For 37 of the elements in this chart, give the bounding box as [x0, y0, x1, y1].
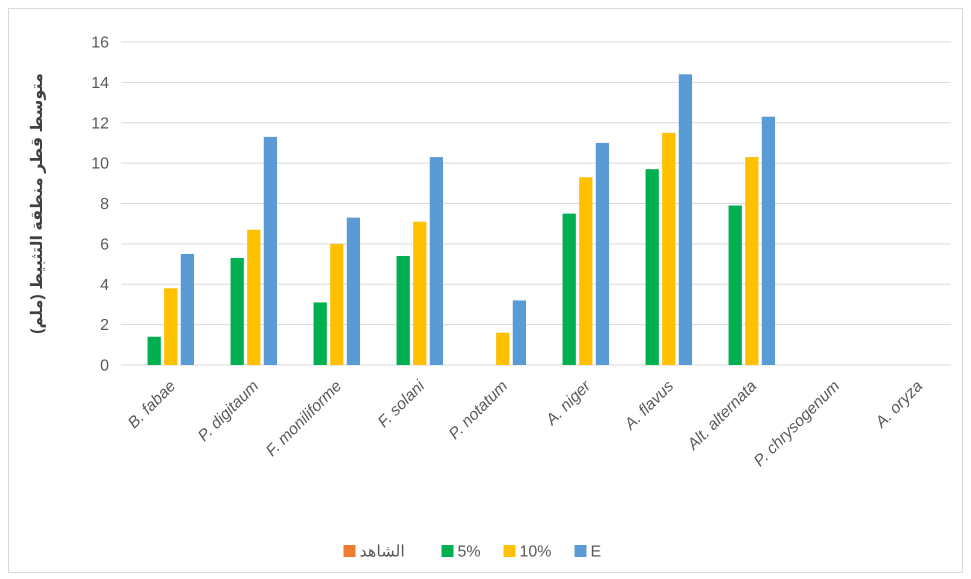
y-tick-label: 2 [100, 317, 110, 334]
bar [264, 136, 278, 365]
y-tick-label: 6 [100, 236, 110, 254]
bar [678, 74, 692, 365]
y-tick-label: 16 [91, 34, 110, 52]
bar [314, 302, 327, 365]
bar [396, 256, 410, 365]
bar [430, 157, 444, 365]
bar [148, 336, 161, 365]
y-tick-label: 10 [91, 156, 110, 173]
y-tick-label: 0 [100, 358, 110, 375]
legend-label: 5% [458, 544, 481, 561]
legend-label: الشاهد [360, 544, 405, 561]
bar [180, 254, 194, 365]
bar [230, 258, 244, 365]
bar [247, 230, 260, 365]
bar [662, 132, 676, 365]
y-axis-title: متوسط قطر منطقة التثبيط (ملم) [29, 73, 46, 334]
bar [579, 177, 592, 365]
bar [164, 288, 178, 365]
bar [728, 206, 742, 365]
bar [646, 169, 659, 365]
bar [346, 218, 360, 365]
bar [596, 142, 610, 365]
bar [413, 222, 426, 365]
y-tick-label: 4 [100, 276, 110, 294]
bar [745, 157, 758, 365]
bar [496, 332, 510, 365]
legend-label: E [590, 544, 602, 561]
bar [512, 300, 526, 365]
bar [330, 244, 344, 365]
bar [762, 116, 776, 365]
bar [562, 214, 576, 365]
legend-label: 10% [520, 544, 552, 561]
y-tick-label: 12 [91, 115, 110, 132]
y-tick-label: 14 [91, 74, 110, 92]
y-tick-label: 8 [100, 196, 110, 214]
